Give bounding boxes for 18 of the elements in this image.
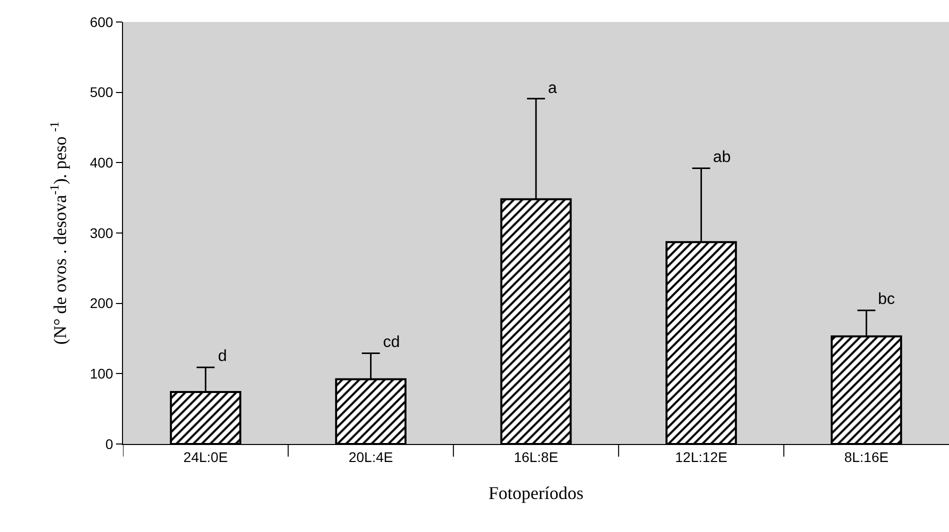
x-tick-label: 20L:4E	[348, 448, 393, 465]
x-tick-label: 8L:16E	[844, 448, 889, 465]
x-axis-title: Fotoperíodos	[488, 482, 584, 503]
annotation: a	[548, 80, 557, 97]
y-tick-label: 600	[90, 14, 114, 30]
x-tick-label: 16L:8E	[514, 448, 558, 465]
y-tick-label: 0	[105, 436, 114, 452]
y-tick-label: 200	[90, 295, 114, 312]
y-tick-label: 100	[90, 366, 114, 382]
y-tick-label: 500	[90, 84, 114, 100]
y-tick-label: 300	[90, 224, 114, 241]
annotation: ab	[713, 149, 731, 166]
annotation: cd	[383, 334, 400, 351]
y-tick-label: 400	[90, 154, 114, 171]
annotation: bc	[878, 291, 895, 308]
x-tick-label: 24L:0E	[183, 448, 228, 465]
annotation: d	[218, 348, 227, 365]
x-tick-label: 12L:12E	[675, 448, 728, 465]
